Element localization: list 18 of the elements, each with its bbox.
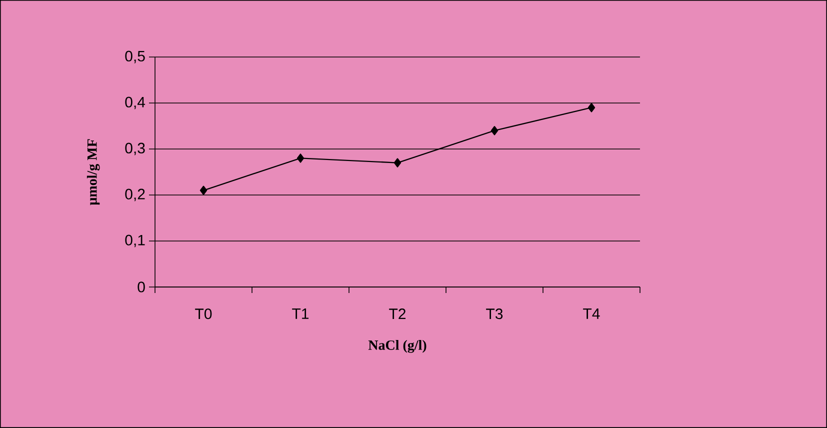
y-tick-label: 0,5 <box>125 50 145 64</box>
x-tick-label: T2 <box>389 308 406 319</box>
point <box>296 154 304 163</box>
y-tick-label: 0,1 <box>125 234 145 248</box>
point <box>490 126 498 136</box>
point <box>394 158 402 168</box>
x-tick-label: T0 <box>195 308 212 320</box>
y-tick-label: 0,2 <box>125 188 145 202</box>
point <box>588 102 596 112</box>
x-axis-title: NaCl (g/l) <box>368 340 426 353</box>
y-axis-title: µmol/g MF <box>86 139 100 206</box>
x-tick-label: T3 <box>486 308 503 320</box>
x-tick-label: T1 <box>292 308 309 319</box>
y-tick-label: 0,4 <box>125 96 146 110</box>
y-tick-label: 0,3 <box>125 142 145 156</box>
y-tick-label: 0 <box>138 282 145 292</box>
point <box>200 186 208 195</box>
x-tick-label: T4 <box>583 308 600 319</box>
